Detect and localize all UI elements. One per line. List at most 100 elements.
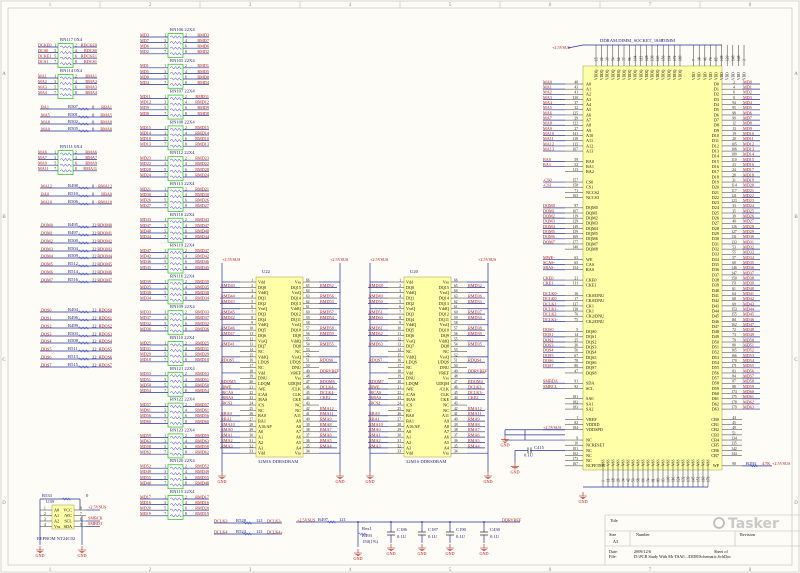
net-label: RDQS4 xyxy=(468,358,482,363)
pin-name: D39 xyxy=(712,283,719,288)
pin-name: Vss xyxy=(295,451,302,456)
net-label: RBA1 xyxy=(369,417,380,422)
net-label: DCKE1 xyxy=(38,54,52,59)
net-label: MD0 xyxy=(743,79,752,84)
pin-number: 178 xyxy=(731,400,737,404)
pin-number: 66 xyxy=(306,278,310,282)
net-label: RMD4 xyxy=(197,80,210,85)
pin-number: 126 xyxy=(731,225,737,229)
pin-number: 39 xyxy=(306,423,310,427)
pin-number: 144 xyxy=(731,452,737,456)
pin-number: 28 xyxy=(397,423,401,427)
pin-number: 6 xyxy=(75,162,77,166)
pin-name: D26 xyxy=(712,216,719,221)
pin-number: 6 xyxy=(185,137,187,141)
pin-number: 28 xyxy=(249,423,253,427)
net-label: RMD48 xyxy=(195,480,209,485)
pin-number: 3 xyxy=(164,409,166,413)
net-label: MD62 xyxy=(140,450,151,455)
pin-number: 8 xyxy=(185,143,187,147)
pin-name: A4 xyxy=(586,102,592,107)
net-label: RMD43 xyxy=(195,217,209,222)
resistor-symbol xyxy=(169,452,182,457)
pin-number: 3 xyxy=(54,80,56,84)
net-label: MD60 xyxy=(140,419,151,424)
net-label: RMA7 xyxy=(85,155,97,160)
pin-number: 92 xyxy=(574,385,578,389)
pin-number: 7 xyxy=(54,60,56,64)
net-label: RMD49 xyxy=(195,469,209,474)
pin-number: 138 xyxy=(573,307,579,311)
net-label: MA2 xyxy=(543,90,552,95)
net-label: RMA6 xyxy=(320,433,332,438)
pin-name-vdd: VDD xyxy=(703,72,707,80)
net-label: MD14 xyxy=(140,130,152,135)
pin-name: D23 xyxy=(712,200,719,205)
net-label: RDQM1 xyxy=(97,230,112,235)
pin-number: 25 xyxy=(574,338,578,342)
net-label: DCLK3- xyxy=(267,518,282,523)
pin-number: 150 xyxy=(731,276,737,280)
net-label: MA5 xyxy=(41,112,50,117)
capacitor-ref: C190 xyxy=(456,527,467,532)
pin-name: D63 xyxy=(712,406,719,411)
net-label: MD37 xyxy=(743,270,754,275)
resistor-symbol xyxy=(169,508,182,513)
resistor-symbol xyxy=(77,194,89,198)
pin-number: 5 xyxy=(54,86,56,90)
pin-name-vss: VSS xyxy=(632,459,636,466)
net-label: RDQM6 xyxy=(320,379,335,384)
pin-number: 112 xyxy=(639,56,643,61)
pin-number: 153 xyxy=(731,307,737,311)
pin-name: Vss xyxy=(54,524,61,529)
pin-name: Vss xyxy=(443,279,450,284)
pin-number: 32 xyxy=(249,444,253,448)
resistor-network-ref: RN118 22X4 xyxy=(170,212,195,217)
net-label: RMA9 xyxy=(85,161,97,166)
pin-number: 8 xyxy=(185,297,187,301)
pin-name: DQ3 xyxy=(258,312,266,317)
ground-icon xyxy=(36,549,44,553)
net-label: RMD51 xyxy=(195,377,209,382)
pin-number: 121 xyxy=(731,194,737,198)
net-label: MA3 xyxy=(543,95,552,100)
pin-name: D9 xyxy=(714,128,719,133)
net-label: MD2 xyxy=(743,90,752,95)
pin-number: 1 xyxy=(54,150,56,154)
pin-number: 1 xyxy=(164,218,166,222)
resistor-symbol xyxy=(169,312,182,317)
net-label: MD3 xyxy=(743,95,752,100)
net-label: RDQS3 xyxy=(99,331,112,336)
net-label: DQM5 xyxy=(543,229,555,234)
chip-ref: U22 xyxy=(262,269,271,274)
power-net-label: +2.5VSUS xyxy=(330,257,349,262)
pin-number: 23 xyxy=(249,396,253,400)
pin-number: 8 xyxy=(185,358,187,362)
pin-number: 1 xyxy=(164,403,166,407)
pin-name: DQM5 xyxy=(586,231,598,236)
pin-number: 4 xyxy=(185,224,187,228)
resistor-symbol xyxy=(77,310,89,314)
ground-label: GND xyxy=(417,551,426,556)
resistor-network-body xyxy=(167,125,184,151)
pin-number: 7 xyxy=(164,235,166,239)
pin-name: D40 xyxy=(712,288,719,293)
pin-name-vddq: VDDQ xyxy=(662,69,666,80)
pin-name: VDDID xyxy=(586,422,600,427)
net-label: MD55 xyxy=(140,475,151,480)
net-label: DQS5 xyxy=(543,353,553,358)
pin-name: DQS8 xyxy=(586,370,596,375)
pin-number: 22 xyxy=(600,57,604,61)
resistor-symbol xyxy=(242,521,252,526)
pin-number: 66 xyxy=(454,278,458,282)
pin-number: 75 xyxy=(574,318,578,322)
net-label: RMD61 xyxy=(195,408,209,413)
pin-name: VssQ xyxy=(406,306,415,311)
net-label: MD19 xyxy=(140,511,151,516)
pin-number: 98 xyxy=(732,111,736,115)
pin-number: 182 xyxy=(573,400,579,404)
pin-number: 43 xyxy=(574,86,578,90)
pin-name: Vdd xyxy=(258,451,266,456)
net-label: RMD51 xyxy=(369,310,383,315)
resistor-symbol xyxy=(77,326,89,330)
